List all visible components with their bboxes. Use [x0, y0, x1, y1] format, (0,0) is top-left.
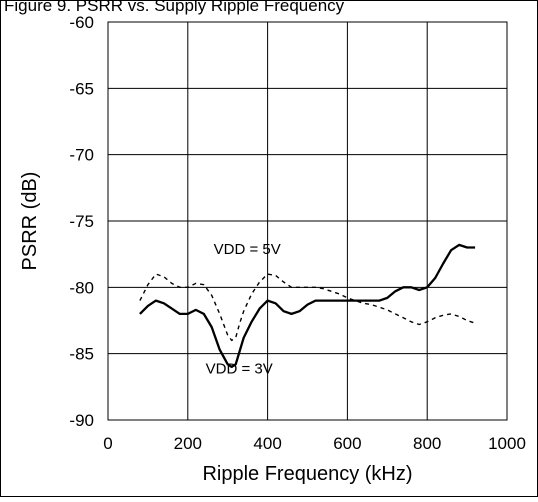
y-tick-label: -70 — [69, 146, 94, 165]
y-tick-label: -85 — [69, 345, 94, 364]
chart-title: Figure 9. PSRR vs. Supply Ripple Frequen… — [4, 0, 345, 15]
y-tick-label: -60 — [69, 13, 94, 32]
y-tick-label: -65 — [69, 79, 94, 98]
x-tick-label: 800 — [413, 434, 441, 453]
plot-area-border — [107, 21, 508, 421]
series-annotation: VDD = 3V — [206, 361, 273, 378]
series-line-vdd-3v — [139, 243, 476, 369]
y-tick-label: -75 — [69, 212, 94, 231]
x-axis-label: Ripple Frequency (kHz) — [202, 463, 412, 485]
y-tick-label: -80 — [69, 278, 94, 297]
y-axis-label: PSRR (dB) — [19, 172, 41, 271]
series-lines — [139, 243, 476, 369]
x-tick-label: 1000 — [488, 434, 526, 453]
x-tick-label: 0 — [103, 434, 112, 453]
y-tick-label: -90 — [69, 411, 94, 430]
annotations: VDD = 5V VDD = 3V — [206, 241, 281, 377]
x-tick-label: 400 — [253, 434, 281, 453]
x-axis-ticks: 0 200 400 600 800 1000 — [103, 434, 526, 453]
x-tick-label: 600 — [333, 434, 361, 453]
y-axis-ticks: -60 -65 -70 -75 -80 -85 -90 — [69, 13, 94, 430]
series-annotation: VDD = 5V — [214, 241, 281, 258]
grid-lines — [108, 22, 507, 420]
series-line-vdd-5v — [139, 273, 476, 342]
x-tick-label: 200 — [174, 434, 202, 453]
